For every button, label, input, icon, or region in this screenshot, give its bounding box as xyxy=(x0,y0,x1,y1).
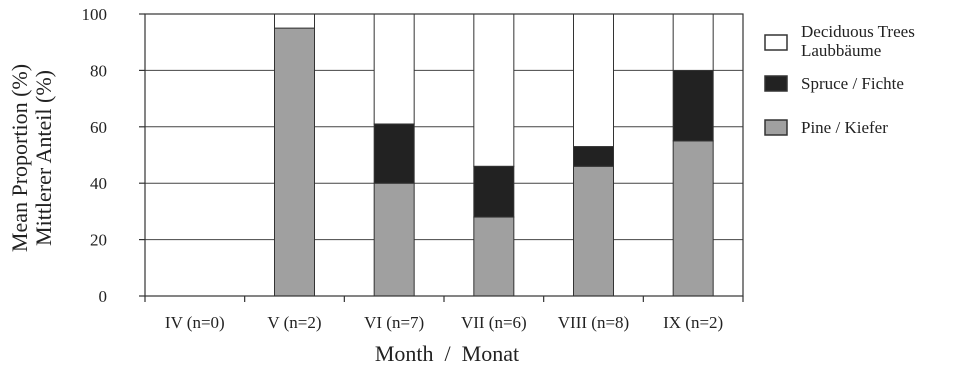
x-category-label: IV (n=0) xyxy=(165,313,225,332)
legend-label-line2: Laubbäume xyxy=(801,41,881,60)
bar-segment xyxy=(573,146,614,167)
legend-label: Deciduous Trees xyxy=(801,22,915,41)
y-tick-label: 20 xyxy=(90,231,107,250)
legend-label: Pine / Kiefer xyxy=(801,118,888,137)
bar-segment xyxy=(373,123,415,184)
bar-segment xyxy=(672,140,714,297)
bars xyxy=(274,13,714,297)
bar-segment xyxy=(473,216,515,297)
legend-label: Spruce / Fichte xyxy=(801,74,904,93)
y-tick-label: 40 xyxy=(90,174,107,193)
x-category-label: IX (n=2) xyxy=(663,313,723,332)
x-axis-title: Month / Monat xyxy=(375,341,519,366)
y-tick-label: 100 xyxy=(82,5,108,24)
x-axis-categories: IV (n=0) V (n=2) VI (n=7) VII (n=6) VIII (n=… xyxy=(165,313,723,332)
x-category-label: VI (n=7) xyxy=(364,313,424,332)
bar-segment xyxy=(473,13,515,167)
y-tick-label: 80 xyxy=(90,61,107,80)
y-axis-ticks: 0 20 40 60 80 100 xyxy=(82,5,744,306)
legend-swatch xyxy=(764,75,788,92)
bar-segment xyxy=(373,182,415,297)
bar-segment xyxy=(672,69,714,142)
x-category-label: VII (n=6) xyxy=(461,313,527,332)
bar-segment xyxy=(274,13,315,29)
bar-segment xyxy=(672,13,714,71)
y-axis-title-line1: Mean Proportion (%) xyxy=(7,64,32,252)
y-tick-label: 60 xyxy=(90,118,107,137)
y-tick-label: 0 xyxy=(99,287,108,306)
bar-segment xyxy=(373,13,415,125)
x-category-label: VIII (n=8) xyxy=(558,313,629,332)
gridlines xyxy=(145,69,743,241)
legend-swatch xyxy=(764,34,788,51)
y-axis-title: Mean Proportion (%) Mittlerer Anteil (%) xyxy=(7,64,56,252)
x-category-label: V (n=2) xyxy=(267,313,321,332)
bar-segment xyxy=(573,13,614,148)
bar-segment xyxy=(473,165,515,218)
bar-segment xyxy=(573,165,614,297)
plot-area xyxy=(144,13,744,297)
legend-swatch xyxy=(764,119,788,136)
y-axis-title-line2: Mittlerer Anteil (%) xyxy=(31,70,56,246)
bar-segment xyxy=(274,27,315,297)
